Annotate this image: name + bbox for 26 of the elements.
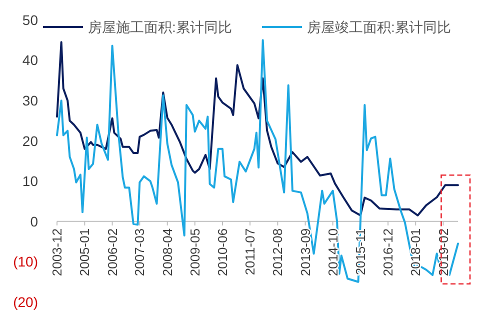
x-tick-label: 2009-05 xyxy=(187,228,202,276)
x-tick-label: 2015-11 xyxy=(352,228,368,276)
x-tick-label: 2012-08 xyxy=(270,228,286,276)
x-tick-label: 2006-02 xyxy=(104,228,120,276)
y-tick-label: (10) xyxy=(13,254,38,270)
x-tick-label: 2011-07 xyxy=(242,228,258,276)
x-tick-label: 2010-06 xyxy=(215,228,230,276)
x-tick-label: 2007-03 xyxy=(132,228,148,276)
y-tick-label: (20) xyxy=(13,294,38,310)
x-tick-label: 2019-02 xyxy=(436,228,451,276)
y-tick-label: 30 xyxy=(22,92,38,108)
x-tick-label: 2013-09 xyxy=(298,228,313,276)
legend-label: 房屋施工面积:累计同比 xyxy=(88,18,232,35)
y-tick-label: 40 xyxy=(22,52,38,68)
x-tick-label: 2005-01 xyxy=(77,228,92,276)
legend-label: 房屋竣工面积:累计同比 xyxy=(307,18,451,35)
x-tick-label: 2016-12 xyxy=(380,228,396,276)
y-tick-label: 20 xyxy=(22,132,38,149)
line-series xyxy=(56,41,459,216)
x-tick-label: 2003-12 xyxy=(50,228,65,276)
y-tick-label: 0 xyxy=(30,213,38,230)
x-tick-label: 2018-01 xyxy=(408,228,424,276)
x-tick-label: 2014-10 xyxy=(325,228,340,276)
x-tick-label: 2008-04 xyxy=(160,228,175,276)
y-tick-label: 50 xyxy=(22,12,38,28)
y-tick-label: 10 xyxy=(22,173,38,190)
